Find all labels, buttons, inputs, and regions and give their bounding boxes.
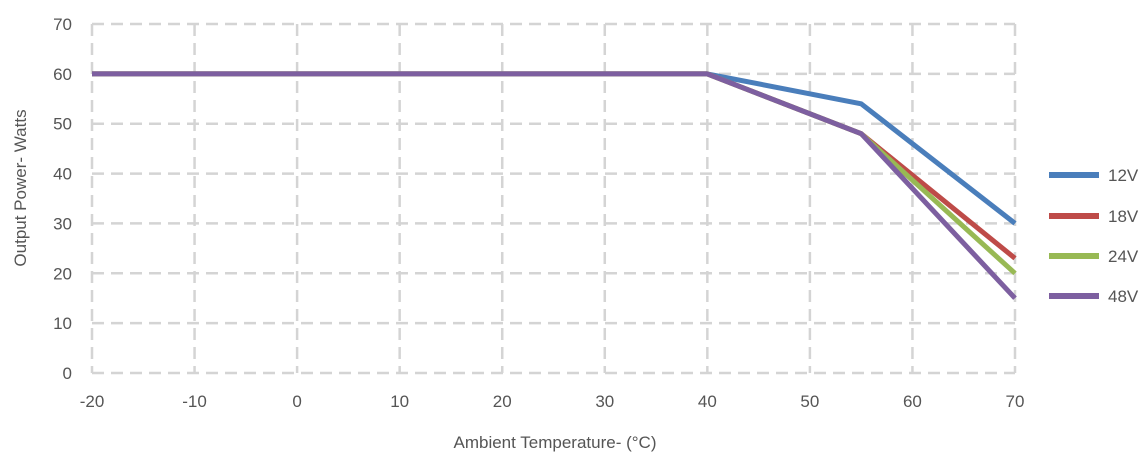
x-axis-title: Ambient Temperature- (°C) [454, 433, 657, 452]
x-tick-label: -20 [80, 392, 105, 411]
series-line-18v [92, 71, 1017, 261]
legend-item-12v: 12V [1049, 166, 1139, 185]
y-tick-label: 20 [53, 264, 72, 283]
legend-item-48v: 48V [1049, 287, 1139, 306]
x-tick-label: 70 [1006, 392, 1025, 411]
x-tick-label: 10 [390, 392, 409, 411]
legend-label: 24V [1108, 247, 1139, 266]
legend-label: 12V [1108, 166, 1139, 185]
x-tick-label: 30 [595, 392, 614, 411]
legend-item-24v: 24V [1049, 247, 1139, 266]
x-axis-ticks: -20 -10 0 10 20 30 40 50 60 70 [80, 392, 1025, 411]
grid [90, 22, 1017, 375]
x-tick-label: 60 [903, 392, 922, 411]
x-tick-label: 40 [698, 392, 717, 411]
x-tick-label: -10 [182, 392, 207, 411]
legend: 12V 18V 24V 48V [1049, 166, 1139, 306]
y-tick-label: 70 [53, 15, 72, 34]
y-tick-label: 0 [63, 364, 72, 383]
y-axis-title: Output Power- Watts [11, 109, 30, 266]
y-tick-label: 60 [53, 65, 72, 84]
y-axis-ticks: 0 10 20 30 40 50 60 70 [53, 15, 72, 383]
x-tick-label: 50 [800, 392, 819, 411]
series-line-48v [92, 71, 1017, 300]
series-lines [92, 71, 1017, 300]
y-tick-label: 40 [53, 165, 72, 184]
y-tick-label: 10 [53, 314, 72, 333]
legend-label: 18V [1108, 207, 1139, 226]
legend-item-18v: 18V [1049, 207, 1139, 226]
x-tick-label: 20 [493, 392, 512, 411]
x-tick-label: 0 [292, 392, 301, 411]
y-tick-label: 50 [53, 115, 72, 134]
legend-label: 48V [1108, 287, 1139, 306]
y-tick-label: 30 [53, 214, 72, 233]
